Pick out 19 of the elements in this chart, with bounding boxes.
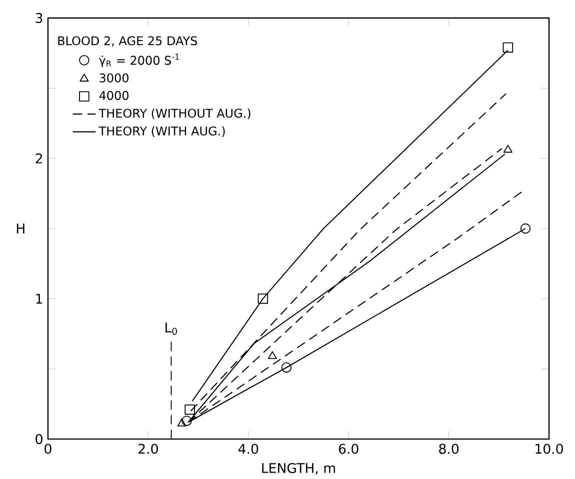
x-axis-title: LENGTH, m (262, 462, 335, 474)
x-tick-label: 8.0 (439, 444, 459, 454)
x-tick-label: 4.0 (238, 444, 258, 454)
legend-label: THEORY (WITH AUG.) (98, 126, 225, 137)
y-tick-label: 2 (36, 153, 42, 164)
ref-line-label: L$_{0}$ (166, 322, 177, 335)
y-axis-title: H (16, 224, 24, 234)
legend-label: 4000 (99, 90, 128, 100)
y-tick-label: 0 (36, 434, 42, 444)
x-tick-label: 10.0 (536, 444, 563, 454)
x-tick-label: 6.0 (338, 444, 358, 454)
legend-title: BLOOD 2, AGE 25 DAYS (58, 36, 198, 47)
y-tick-label: 1 (36, 294, 42, 304)
x-tick-label: 2.0 (138, 444, 158, 454)
legend-label: γ̇$_{R}$ = 2000 S$^{-1}$ (98, 54, 179, 68)
x-tick-label: 0 (44, 444, 52, 454)
legend-label: 3000 (100, 73, 128, 82)
legend-label: THEORY (WITHOUT AUG.) (98, 108, 250, 120)
y-tick-label: 3 (36, 12, 42, 24)
